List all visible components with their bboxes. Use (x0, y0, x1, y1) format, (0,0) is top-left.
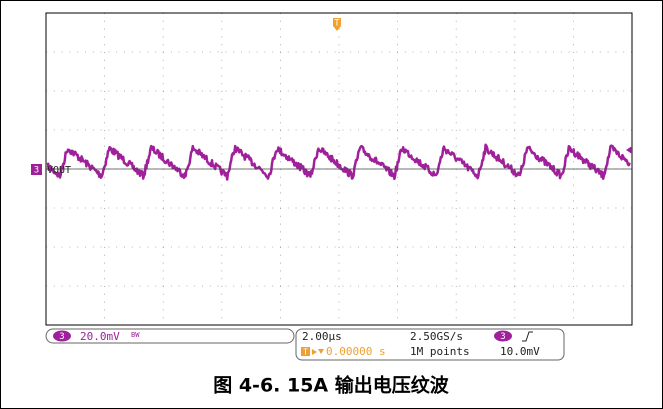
timebase: 2.00µs (302, 330, 342, 343)
channel-marker: 3 (34, 166, 39, 176)
trigger-channel: 3 (500, 332, 505, 342)
readout-channel: 3 (59, 332, 64, 342)
sample-rate: 2.50GS/s (410, 330, 463, 343)
scope-screenshot: T 3 VOUT 3 20.0mV BW 2.00µs 2.50GS/s 3 T… (0, 0, 663, 409)
trigger-level: 10.0mV (500, 345, 540, 358)
record-length: 1M points (410, 345, 470, 358)
trigger-marker: T (334, 19, 340, 29)
caption: 图 4-6. 15A 输出电压纹波 (213, 374, 450, 397)
trace-label: VOUT (47, 165, 71, 176)
trigger-position-marker: T (303, 348, 308, 357)
bandwidth-limit: BW (131, 331, 140, 339)
trigger-position: 0.00000 s (326, 345, 386, 358)
vertical-scale: 20.0mV (80, 330, 120, 343)
